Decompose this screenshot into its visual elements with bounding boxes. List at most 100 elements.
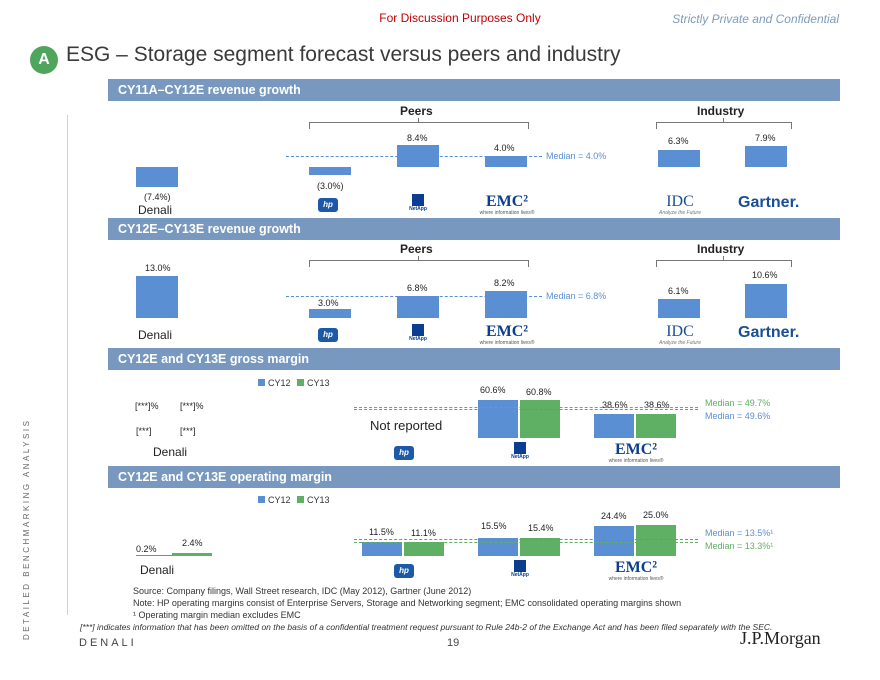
section-badge: A bbox=[30, 46, 58, 74]
value-netapp-om-cy12: 15.5% bbox=[481, 521, 507, 531]
value-emc-2: 8.2% bbox=[494, 278, 515, 288]
value-netapp-gm-cy12: 60.6% bbox=[480, 385, 506, 395]
legend-cy13-swatch bbox=[297, 496, 305, 503]
netapp-logo-icon: NetApp bbox=[507, 560, 533, 578]
sidebar-label: DETAILED BENCHMARKING ANALYSIS bbox=[22, 418, 31, 640]
bar-denali-2 bbox=[136, 276, 178, 318]
median-label: Median = 4.0% bbox=[546, 151, 607, 161]
value-denali-om-cy13: 2.4% bbox=[182, 538, 203, 548]
footer-company: DENALI bbox=[79, 637, 137, 649]
value-denali-2: 13.0% bbox=[145, 263, 171, 273]
netapp-logo-icon: NetApp bbox=[405, 194, 431, 212]
bar-hp-2 bbox=[309, 309, 351, 318]
value-gartner: 7.9% bbox=[755, 133, 776, 143]
bar-hp bbox=[309, 167, 351, 175]
legend-cy12: CY12 bbox=[268, 378, 291, 388]
value-denali: (7.4%) bbox=[144, 192, 171, 202]
legend-2: CY12 CY13 bbox=[258, 495, 330, 505]
section-revenue-growth-1: CY11A–CY12E revenue growth bbox=[108, 79, 840, 101]
median-line bbox=[286, 156, 542, 157]
denali-label-3: Denali bbox=[153, 445, 188, 459]
bar-netapp-gm-cy12 bbox=[478, 400, 518, 438]
median-label-2: Median = 6.8% bbox=[546, 291, 607, 301]
section-operating-margin: CY12E and CY13E operating margin bbox=[108, 466, 840, 488]
bar-hp-om-cy12 bbox=[362, 542, 402, 556]
value-netapp: 8.4% bbox=[407, 133, 428, 143]
idc-logo-icon: IDC Analyze the Future bbox=[659, 323, 701, 347]
industry-brace-tick bbox=[723, 118, 724, 123]
median-om-cy13: Median = 13.3%¹ bbox=[705, 541, 774, 551]
confidential-notice: Strictly Private and Confidential bbox=[672, 12, 839, 26]
legend-cy13-swatch bbox=[297, 379, 305, 386]
value-hp-2: 3.0% bbox=[318, 298, 339, 308]
denali-label-4: Denali bbox=[140, 563, 175, 577]
emc-logo-icon: EMC² where information lives® bbox=[608, 559, 664, 583]
hp-logo-icon: hp bbox=[394, 446, 414, 460]
bar-netapp-2 bbox=[397, 296, 439, 318]
emc-logo-icon: EMC² where information lives® bbox=[479, 323, 535, 347]
industry-brace-tick-2 bbox=[723, 256, 724, 261]
hp-logo-icon: hp bbox=[318, 328, 338, 342]
footnote-note: Note: HP operating margins consist of En… bbox=[133, 598, 682, 608]
median-line-om-cy12 bbox=[354, 539, 698, 540]
denali-gm-cy13-b: [***] bbox=[180, 426, 196, 436]
denali-gm-cy13: [***]% bbox=[180, 401, 204, 411]
median-line-om-cy13 bbox=[354, 542, 698, 543]
bar-idc-2 bbox=[658, 299, 700, 318]
value-emc-om-cy13: 25.0% bbox=[643, 510, 669, 520]
bar-emc-2 bbox=[485, 291, 527, 318]
value-emc-om-cy12: 24.4% bbox=[601, 511, 627, 521]
bar-denali-om-cy12 bbox=[136, 555, 176, 556]
left-rule bbox=[67, 115, 68, 615]
median-line-gm-cy12 bbox=[354, 409, 698, 410]
industry-heading: Industry bbox=[697, 104, 745, 118]
bar-idc bbox=[658, 150, 700, 167]
value-netapp-om-cy13: 15.4% bbox=[528, 523, 554, 533]
bar-netapp-gm-cy13 bbox=[520, 400, 560, 438]
emc-logo-icon: EMC² where information lives® bbox=[608, 441, 664, 465]
value-hp-om-cy12: 11.5% bbox=[369, 527, 394, 537]
emc-logo-icon: EMC² where information lives® bbox=[479, 193, 535, 217]
peers-heading: Peers bbox=[400, 104, 433, 118]
section-gross-margin: CY12E and CY13E gross margin bbox=[108, 348, 840, 370]
gartner-logo-icon: Gartner. bbox=[738, 324, 800, 341]
bar-gartner-2 bbox=[745, 284, 787, 318]
netapp-logo-icon: NetApp bbox=[405, 324, 431, 342]
peers-brace bbox=[309, 122, 529, 129]
bar-hp-om-cy13 bbox=[404, 542, 444, 556]
bar-emc-gm-cy12 bbox=[594, 414, 634, 438]
value-emc-gm-cy13: 38.6% bbox=[644, 400, 670, 410]
median-om-cy12: Median = 13.5%¹ bbox=[705, 528, 774, 538]
median-gm-cy12: Median = 49.7% bbox=[705, 398, 771, 408]
value-netapp-2: 6.8% bbox=[407, 283, 428, 293]
bar-denali bbox=[136, 167, 178, 187]
value-emc-gm-cy12: 38.6% bbox=[602, 400, 628, 410]
footnote-source: Source: Company filings, Wall Street res… bbox=[133, 586, 472, 596]
denali-label: Denali bbox=[138, 203, 173, 217]
hp-not-reported: Not reported bbox=[370, 418, 443, 433]
value-hp-om-cy13: 11.1% bbox=[411, 528, 436, 538]
denali-gm-cy12: [***]% bbox=[135, 401, 159, 411]
value-denali-om-cy12: 0.2% bbox=[136, 544, 157, 554]
value-netapp-gm-cy13: 60.8% bbox=[526, 387, 552, 397]
netapp-logo-icon: NetApp bbox=[507, 442, 533, 460]
footnote-confidential: [***] indicates information that has bee… bbox=[80, 622, 773, 632]
value-gartner-2: 10.6% bbox=[752, 270, 778, 280]
median-gm-cy13: Median = 49.6% bbox=[705, 411, 771, 421]
bar-netapp-om-cy13 bbox=[520, 538, 560, 556]
gartner-logo-icon: Gartner. bbox=[738, 194, 800, 211]
legend-cy13: CY13 bbox=[307, 378, 330, 388]
hp-logo-icon: hp bbox=[394, 564, 414, 578]
footnote-1: ¹ Operating margin median excludes EMC bbox=[133, 610, 301, 620]
value-hp: (3.0%) bbox=[317, 181, 344, 191]
industry-heading-2: Industry bbox=[697, 242, 745, 256]
bar-netapp-om-cy12 bbox=[478, 538, 518, 556]
legend-cy12-swatch bbox=[258, 496, 265, 503]
page-title: ESG – Storage segment forecast versus pe… bbox=[66, 43, 621, 66]
idc-logo-icon: IDC Analyze the Future bbox=[659, 193, 701, 217]
denali-label-2: Denali bbox=[138, 328, 173, 342]
median-line-gm-cy13 bbox=[354, 407, 698, 408]
bar-gartner bbox=[745, 146, 787, 167]
page-number: 19 bbox=[447, 637, 460, 649]
bar-emc-om-cy13 bbox=[636, 525, 676, 556]
